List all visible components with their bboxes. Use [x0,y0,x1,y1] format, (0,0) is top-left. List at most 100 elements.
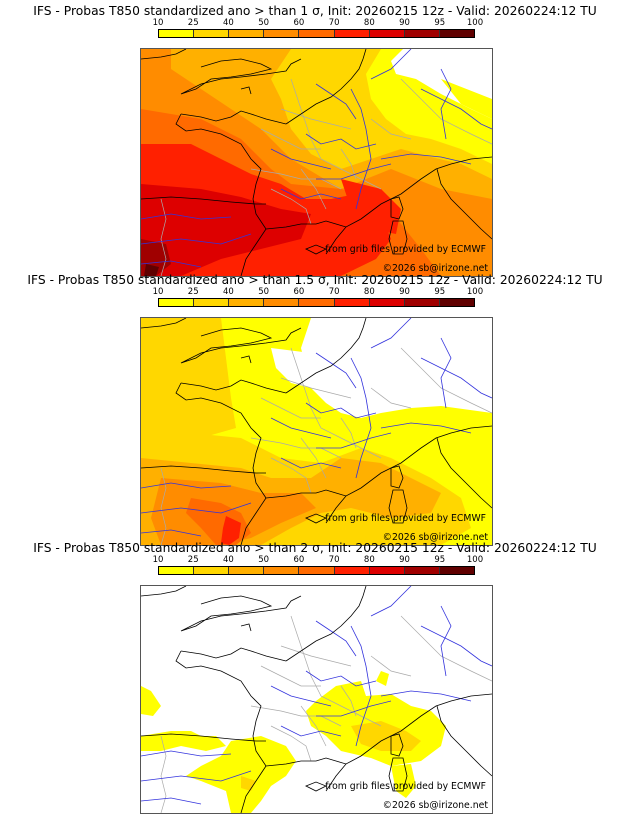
map-3-svg [141,586,492,813]
river [350,357,372,479]
coastline [325,763,347,792]
colorbar [158,29,475,38]
river [380,153,472,165]
colorbar-tick-label: 100 [466,287,484,297]
coastline [388,489,408,524]
colorbar-segment [229,567,265,574]
river [141,213,232,220]
river [141,260,202,268]
coastline [265,156,492,230]
river [141,529,202,537]
admin-border [300,705,327,747]
river [380,690,472,702]
coastline [388,757,408,792]
colorbar-tick-label: 70 [328,555,340,565]
colorbar-tick-label: 90 [399,287,410,297]
map-2-svg [141,318,492,545]
colorbar-tick-label: 80 [363,555,375,565]
river [316,163,392,180]
field-10-25-band [441,79,492,119]
coastline [240,355,252,364]
colorbar-labels: 10 25 40 50 60 70 80 90 95 100 [153,555,484,565]
river [440,605,452,677]
field-below-10 [141,586,492,813]
panel-title: IFS - Probas T850 standardized ano > tha… [27,273,603,287]
river [315,620,357,657]
admin-border [340,417,357,449]
coastline [180,647,287,662]
coastline [180,110,287,125]
river [350,625,372,747]
admin-border [290,347,382,459]
river [280,457,342,469]
river [420,625,492,667]
map-1-svg [141,49,492,276]
coastline [141,318,187,329]
river [280,725,342,737]
colorbar-tick-label: 25 [187,18,199,28]
admin-border [370,118,412,140]
coastline [141,586,187,597]
colorbar [158,566,475,575]
colorbar-tick-label: 40 [223,18,234,28]
river [280,188,342,200]
colorbar-tick-label: 25 [187,287,199,297]
river [270,685,332,707]
probability-map: from grib files provided by ECMWF ©2026 … [140,585,493,814]
coastline [388,220,408,255]
credit-copyright: ©2026 sb@irizone.net [382,532,488,543]
credit-source: from grib files provided by ECMWF [325,244,486,255]
field-10-25 [141,686,161,716]
field-70-80-med [341,179,401,234]
field-25-40 [141,318,236,448]
river [141,502,252,514]
coastline [305,781,327,792]
colorbar-tick-label: 80 [363,287,375,297]
coastline [175,382,267,499]
coastline [240,228,267,276]
colorbar-tick-label: 95 [434,18,446,28]
coastline [305,244,327,255]
field-10-25-sardinia [391,764,416,798]
colorbar-segment [159,30,195,37]
coastline [240,497,267,545]
credit-copyright: ©2026 sb@irizone.net [382,800,488,811]
coastline [141,465,266,474]
coastline [390,196,404,220]
colorbar-labels: 10 25 40 50 60 70 80 90 95 100 [153,287,484,297]
river [440,68,452,140]
river [141,482,232,489]
river [316,432,392,449]
field-80-90 [141,184,311,276]
colorbar-segment [334,299,370,306]
river [305,133,377,150]
colorbar-segment [404,567,440,574]
admin-border [260,665,321,687]
map-geography [141,318,492,545]
river [420,88,492,130]
colorbar-segment [439,30,474,37]
colorbar-segment [369,30,405,37]
admin-border [370,387,412,409]
coastline [175,650,267,767]
colorbar-segment [334,567,370,574]
colorbar-tick-label: 10 [152,287,164,297]
colorbar-segment [404,299,440,306]
colorbar-segment [439,299,474,306]
credit-copyright: ©2026 sb@irizone.net [382,263,488,274]
river [370,586,412,617]
colorbar-segment [194,567,230,574]
river [315,83,357,120]
coastline [285,318,367,394]
colorbar-segment [194,299,230,306]
colorbar-tick-label: 70 [328,18,340,28]
river [305,402,377,419]
credit-source: from grib files provided by ECMWF [325,513,486,524]
colorbar-segment [439,567,474,574]
river [440,337,452,409]
coastline [265,425,492,499]
river [141,233,252,245]
coastline [390,733,404,757]
admin-border [280,377,352,399]
coastline [180,379,287,394]
